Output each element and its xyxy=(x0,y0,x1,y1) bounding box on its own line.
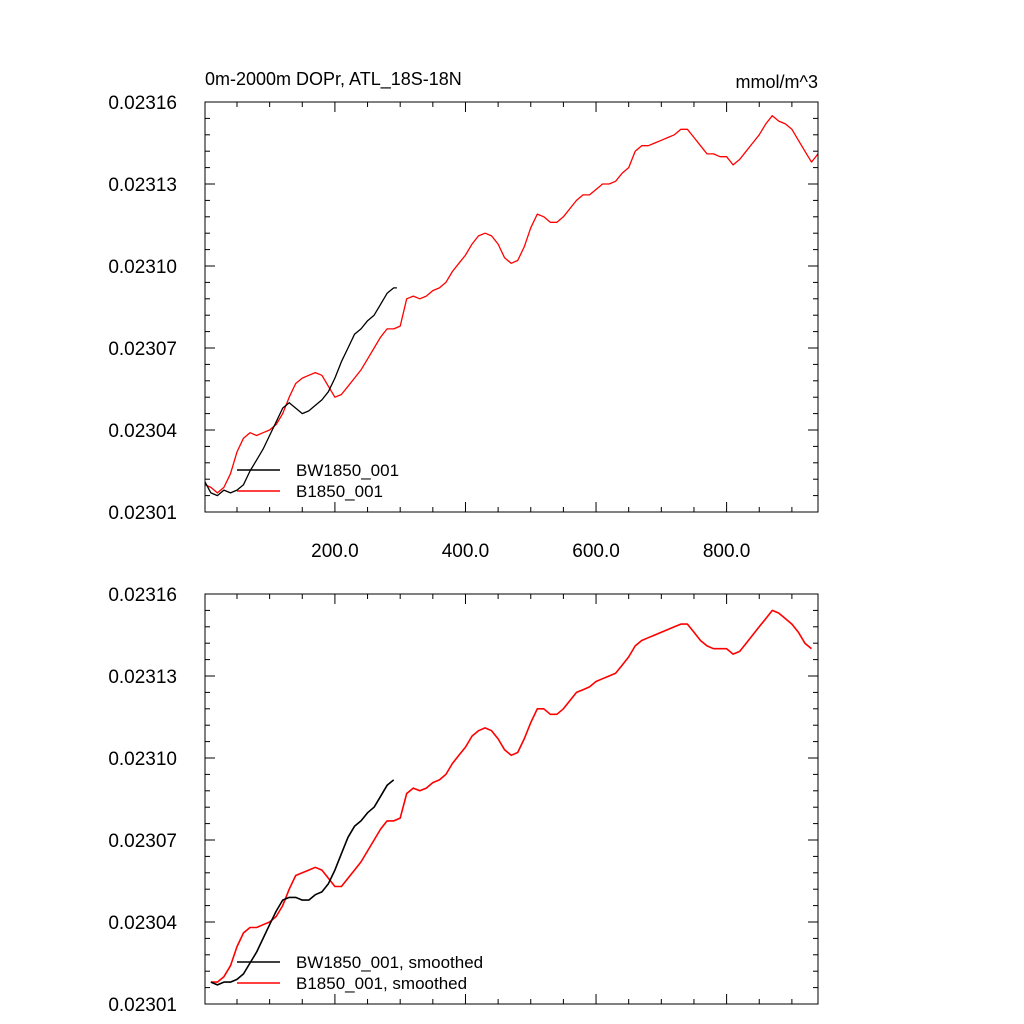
x-tick-label: 200.0 xyxy=(311,541,359,562)
series-line-BW1850_001, smoothed xyxy=(210,779,395,986)
legend-label: B1850_001 xyxy=(296,482,383,501)
x-tick-label: 600.0 xyxy=(572,541,620,562)
legend-label: BW1850_001, smoothed xyxy=(296,953,483,972)
legend-label: B1850_001, smoothed xyxy=(296,974,467,993)
y-tick-label: 0.02304 xyxy=(108,421,177,442)
y-tick-label: 0.02301 xyxy=(108,503,177,524)
chart-title: 0m-2000m DOPr, ATL_18S-18N xyxy=(205,69,462,90)
y-tick-label: 0.02313 xyxy=(108,667,177,688)
y-tick-label: 0.02313 xyxy=(108,175,177,196)
legend-label: BW1850_001 xyxy=(296,461,399,480)
y-tick-label: 0.02307 xyxy=(108,831,177,852)
y-tick-label: 0.02310 xyxy=(108,257,177,278)
series-line-BW1850_001 xyxy=(204,287,397,497)
units-label: mmol/m^3 xyxy=(736,72,818,92)
y-tick-label: 0.02307 xyxy=(108,339,177,360)
panel-top: 0m-2000m DOPr, ATL_18S-18N mmol/m^3 0.02… xyxy=(108,69,819,562)
panel-bottom: 0.02316 0.02313 0.02310 0.02307 0.02304 0.023… xyxy=(108,585,819,1016)
plot-frame xyxy=(204,593,819,1005)
x-tick-label: 400.0 xyxy=(442,541,490,562)
plot-frame xyxy=(204,101,819,513)
y-tick-label: 0.02316 xyxy=(108,93,177,114)
y-tick-label: 0.02316 xyxy=(108,585,177,606)
series-line-B1850_001 xyxy=(204,115,819,494)
series-line-B1850_001, smoothed xyxy=(210,609,813,983)
y-tick-label: 0.02301 xyxy=(108,995,177,1016)
y-tick-label: 0.02310 xyxy=(108,749,177,770)
y-tick-label: 0.02304 xyxy=(108,913,177,934)
x-tick-label: 800.0 xyxy=(703,541,751,562)
